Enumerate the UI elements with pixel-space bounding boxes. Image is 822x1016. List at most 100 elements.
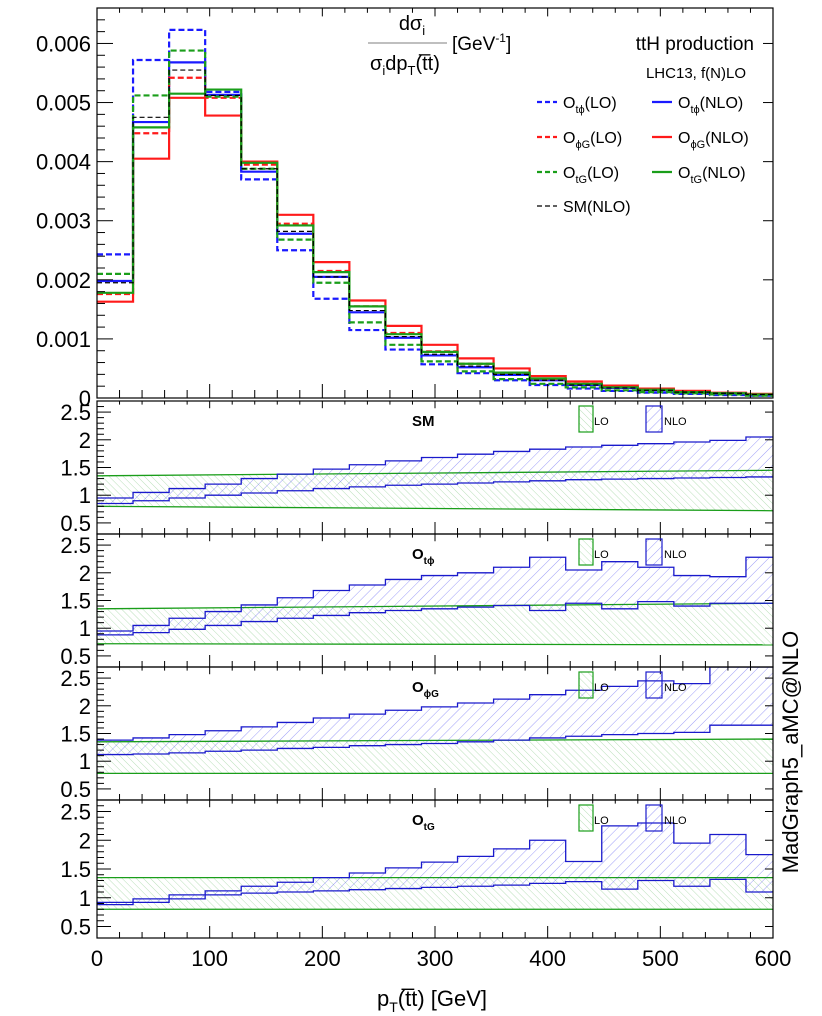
nlo-band-lower (97, 476, 773, 505)
ratio-legend: LO NLO (578, 804, 687, 832)
ylabel-den-sub: i (382, 63, 385, 78)
x-tick-label: 200 (304, 946, 341, 971)
ylabel-unit: [GeV (452, 34, 496, 55)
nlo-band-upper (97, 556, 773, 632)
nlo-band-lower (97, 878, 773, 906)
main-y-tick-label: 0.004 (36, 150, 91, 175)
lo-band-lower (97, 505, 773, 512)
nlo-legend-swatch (645, 538, 663, 566)
ylabel-unit-close: ] (506, 34, 511, 55)
x-tick-label: 0 (91, 946, 103, 971)
ylabel-num: dσ (399, 13, 423, 35)
nlo-band-lower (97, 600, 773, 636)
lo-legend-swatch (578, 405, 594, 433)
legend-entry-Otphi_LO: Otϕ(LO) (537, 95, 617, 116)
nlo-legend-swatch (645, 671, 663, 699)
legend-label: Otϕ(NLO) (678, 95, 743, 116)
x-tick-label: 400 (529, 946, 566, 971)
x-tick-label: 300 (417, 946, 454, 971)
ratio-y-tick-label: 2 (79, 828, 91, 853)
x-axis: 0 100 200 300 400 500 600 (91, 946, 791, 971)
nlo-legend-swatch (645, 405, 663, 433)
ratio-y-tick-label: 2.5 (60, 800, 91, 825)
process-subtitle: LHC13, f(N)LO (646, 65, 746, 82)
legend-label: OϕG(NLO) (678, 130, 749, 151)
xlabel-sub: T (389, 999, 398, 1015)
legend-entry-Otphi_NLO: Otϕ(NLO) (652, 95, 743, 116)
xlabel-rest: (t̅t) [GeV] (398, 986, 487, 1011)
ylabel-den-rest: dp (385, 53, 407, 75)
ratio-y-tick-label: 1 (79, 886, 91, 911)
ratio-y-tick-label: 1.5 (60, 722, 91, 747)
lo-band-lower (97, 643, 773, 646)
ratio-y-tick-label: 1.5 (60, 857, 91, 882)
ratio-y-tick-label: 2.5 (60, 533, 91, 558)
nlo-band-upper (97, 667, 773, 741)
nlo-legend-label: NLO (664, 682, 687, 694)
main-y-tick-label: 0.002 (36, 268, 91, 293)
legend-entry-OphiG_NLO: OϕG(NLO) (652, 130, 749, 151)
ratio-legend: LO NLO (578, 538, 687, 566)
ratio-y-tick-label: 1 (79, 483, 91, 508)
main-y-tick-label: 0.003 (36, 209, 91, 234)
svg-text:σidpT(t̅t): σidpT(t̅t) (370, 53, 440, 78)
ratio-panel-1: 0.5 11.5 2 2.5 SM LO NLO (60, 400, 774, 536)
lo-legend-label: LO (594, 549, 609, 561)
ratio-panel-3: 0.5 11.5 2 2.5 OϕG LO NLO (60, 666, 774, 802)
series-OphiG_LO (97, 76, 773, 396)
x-tick-label: 600 (755, 946, 792, 971)
legend-entry-OtG_LO: OtG(LO) (537, 165, 619, 186)
series-OphiG_NLO (97, 96, 773, 395)
ratio-panel-title: OϕG (412, 679, 439, 700)
legend-label: OtG(LO) (563, 165, 619, 186)
ratio-y-tick-label: 0.5 (60, 915, 91, 940)
legend: Otϕ(LO) Otϕ(NLO) OϕG(LO) OϕG(NLO) OtG(LO) OtG… (537, 95, 749, 216)
main-y-tick-label: 0.006 (36, 31, 91, 56)
lo-legend-label: LO (594, 416, 609, 428)
ratio-y-tick-label: 0.5 (60, 644, 91, 669)
lo-legend-label: LO (594, 815, 609, 827)
ratio-legend: LO NLO (578, 671, 687, 699)
ratio-panel-title: Otϕ (412, 546, 435, 567)
ratio-y-tick-label: 2.5 (60, 666, 91, 691)
lo-legend-swatch (578, 671, 594, 699)
nlo-band (97, 437, 773, 504)
legend-label: OtG(NLO) (678, 165, 746, 186)
nlo-legend-swatch (645, 804, 663, 832)
lo-legend-swatch (578, 538, 594, 566)
ylabel-den: σ (370, 53, 383, 75)
ratio-panel-4: 0.5 1 1.5 2 2.5 OtG LO NLO (60, 799, 774, 940)
ratio-y-tick-label: 2 (79, 428, 91, 453)
nlo-band-lower (97, 724, 773, 756)
ratio-y-tick-label: 1.5 (60, 456, 91, 481)
ratio-y-tick-label: 0.5 (60, 777, 91, 802)
ratio-y-tick-label: 2.5 (60, 400, 91, 425)
svg-text:[GeV-1]: [GeV-1] (452, 31, 511, 55)
legend-entry-OtG_NLO: OtG(NLO) (652, 165, 746, 186)
main-y-tick-label: 0.005 (36, 91, 91, 116)
x-tick-label: 500 (642, 946, 679, 971)
svg-text:dσi: dσi (399, 13, 425, 38)
ratio-panel-title: OtG (412, 812, 435, 833)
ratio-legend: LO NLO (578, 405, 687, 433)
xlabel-p: p (377, 986, 389, 1011)
legend-entry-SM_NLO: SM(NLO) (537, 199, 631, 216)
legend-entry-OphiG_LO: OϕG(LO) (537, 130, 622, 151)
ratio-panel-2: 0.5 11.5 2 2.5 Otϕ LO NLO (60, 533, 774, 669)
main-ylabel: dσi σidpT(t̅t) [GeV-1] (368, 13, 511, 78)
ratio-y-tick-label: 1.5 (60, 589, 91, 614)
series-SM_NLO (97, 69, 773, 396)
main-panel: 0 0.001 0.002 0.003 0.004 0.005 0.006 (36, 7, 774, 411)
nlo-legend-label: NLO (664, 416, 687, 428)
ratio-y-tick-label: 0.5 (60, 511, 91, 536)
legend-label: Otϕ(LO) (563, 95, 617, 116)
nlo-band (97, 667, 773, 755)
ylabel-den-sub2: T (407, 63, 415, 78)
ratio-y-tick-label: 1 (79, 616, 91, 641)
nlo-band-upper (97, 822, 773, 903)
ylabel-num-sub: i (422, 23, 425, 38)
nlo-band (97, 823, 773, 905)
ylabel-den-tail: (t̅t) (415, 53, 439, 75)
legend-label: SM(NLO) (563, 199, 631, 216)
nlo-band (97, 557, 773, 635)
